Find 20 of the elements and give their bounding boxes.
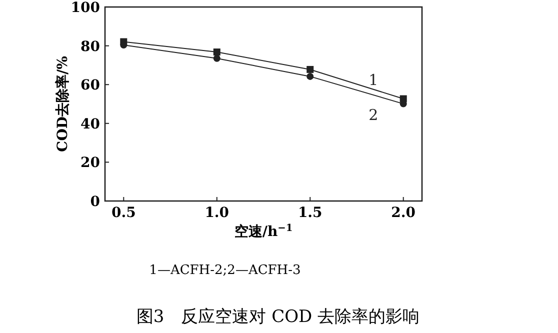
y-tick-label: 0	[90, 194, 100, 210]
y-tick-label: 100	[70, 0, 100, 16]
x-tick-label: 2.0	[391, 205, 416, 221]
point	[306, 66, 314, 73]
series-label: 1	[368, 70, 378, 89]
x-axis-title: 空速/h$^{−1}$	[234, 222, 293, 240]
x-tick-label: 1.5	[298, 205, 322, 221]
y-axis-title: COD去除率/%	[54, 56, 71, 152]
x-tick-label: 0.5	[111, 205, 136, 221]
y-tick-label: 60	[80, 78, 100, 94]
point	[213, 48, 220, 56]
text: 1—ACFH-2;2—ACFH-3	[149, 263, 301, 278]
y-tick-label: 40	[80, 116, 100, 132]
y-tick-label: 20	[80, 155, 100, 172]
series-label: 2	[368, 106, 378, 124]
y-tick-label: 80	[80, 38, 100, 55]
text: 图3 反应空速对 COD 去除率的影响	[136, 307, 420, 327]
x-tick-label: 1.0	[204, 205, 230, 221]
point	[213, 54, 220, 62]
point	[306, 72, 314, 80]
